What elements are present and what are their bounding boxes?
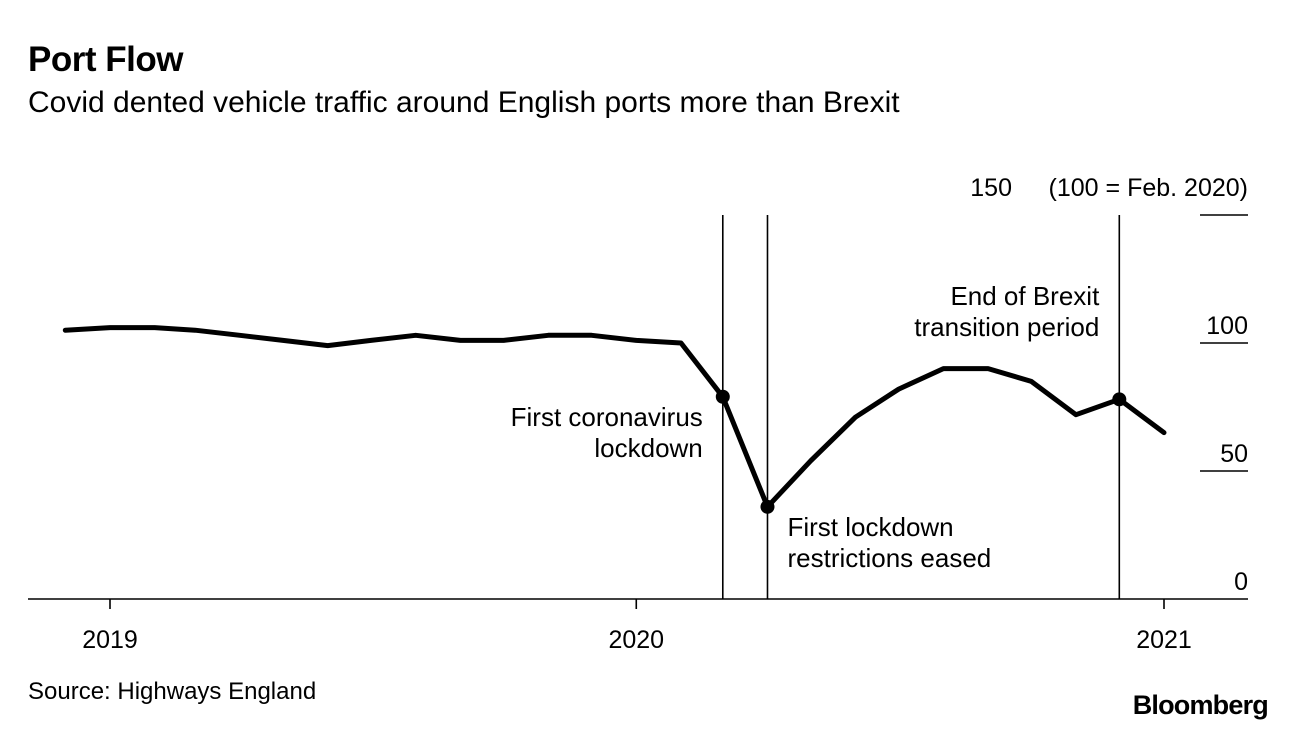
source-note: Source: Highways England [28,678,317,705]
y-tick-label-100: 100 [1206,312,1248,340]
annotation-label-1-1: restrictions eased [787,543,991,573]
x-tick-label-2020: 2020 [608,626,664,654]
x-tick-label-2019: 2019 [82,626,138,654]
annotation-label-0-0: First coronavirus [511,402,703,432]
annotation-label-0-1: lockdown [594,433,702,463]
annotation-dot-0 [715,389,730,404]
annotation-dot-2 [1112,392,1127,407]
y-tick-label-0: 0 [1234,568,1248,596]
y-tick-label-50: 50 [1220,440,1248,468]
y-tick-label-150: 150 [970,174,1012,202]
annotation-label-1-0: First lockdown [787,512,953,542]
chart-subtitle: Covid dented vehicle traffic around Engl… [28,86,900,119]
annotation-label-2-0: End of Brexit [950,281,1100,311]
annotation-label-2-1: transition period [914,312,1099,342]
chart-title: Port Flow [28,40,183,79]
x-tick-label-2021: 2021 [1136,626,1192,654]
y-unit-label: (100 = Feb. 2020) [1049,174,1248,202]
annotation-dot-1 [760,499,775,514]
series-line [62,325,1167,510]
bloomberg-logo: Bloomberg [1132,690,1269,720]
